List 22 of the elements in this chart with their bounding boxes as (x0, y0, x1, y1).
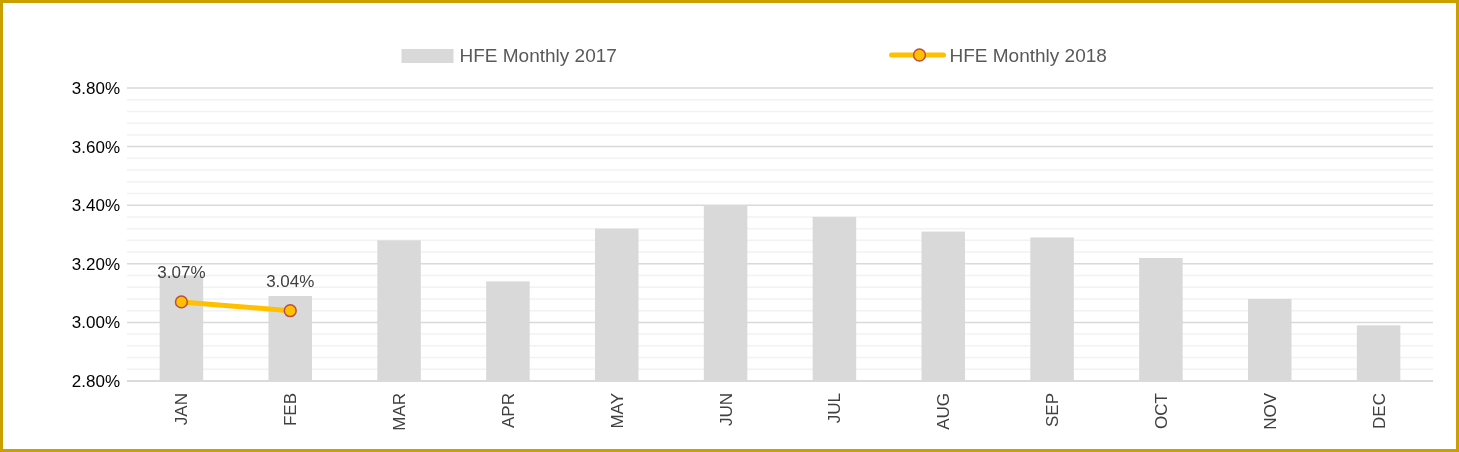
data-label: 3.04% (266, 271, 315, 291)
y-tick-label: 2.80% (71, 371, 120, 391)
y-tick-label: 3.60% (71, 137, 120, 157)
y-tick-label: 3.00% (71, 313, 120, 333)
x-tick-label: JUL (825, 393, 845, 424)
x-tick-label: SEP (1043, 393, 1063, 428)
y-tick-label: 3.80% (71, 78, 120, 98)
x-tick-label: OCT (1151, 393, 1171, 429)
y-tick-label: 3.20% (71, 254, 120, 274)
x-tick-label: JAN (172, 393, 192, 426)
legend-label: HFE Monthly 2018 (949, 44, 1107, 66)
legend-label: HFE Monthly 2017 (459, 44, 617, 66)
x-tick-label: FEB (281, 393, 301, 427)
x-tick-label: DEC (1369, 393, 1389, 429)
x-tick-label: AUG (934, 393, 954, 430)
x-tick-label: MAR (390, 393, 410, 431)
x-tick-label: NOV (1260, 392, 1280, 430)
x-tick-label: JUN (716, 393, 736, 427)
x-tick-label: MAY (607, 393, 627, 429)
y-tick-label: 3.40% (71, 196, 120, 216)
data-label: 3.07% (157, 262, 206, 282)
x-tick-label: APR (498, 393, 518, 428)
